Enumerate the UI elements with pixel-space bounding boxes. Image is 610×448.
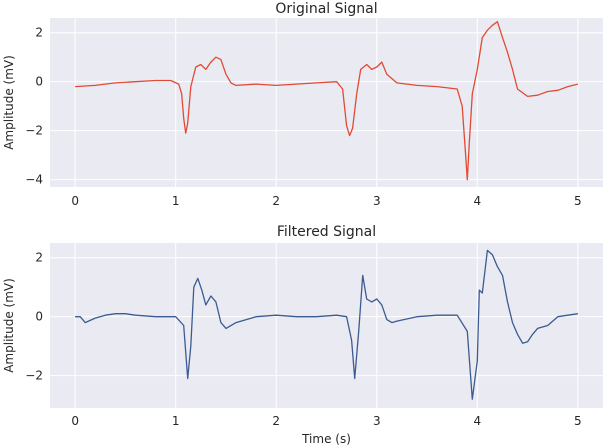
y-axis-label: Amplitude (mV) [2, 278, 16, 373]
y-tick-label: 0 [35, 310, 43, 324]
series-line [75, 249, 578, 400]
y-tick-label: 2 [35, 26, 43, 40]
x-tick-label: 4 [473, 414, 481, 428]
x-tick-label: 5 [574, 194, 582, 208]
y-tick-label: −2 [25, 369, 43, 383]
y-tick-label: 0 [35, 75, 43, 89]
x-tick-label: 2 [272, 194, 280, 208]
x-tick-label: 1 [172, 414, 180, 428]
chart-title: Original Signal [275, 1, 377, 17]
x-tick-label: 3 [373, 414, 381, 428]
y-tick-label: 2 [35, 251, 43, 265]
plot-area [50, 243, 603, 408]
chart-panel-2: Filtered Signal 0 1 2 3 4 5 −2 0 2 Amplitude (mV) T… [2, 224, 603, 446]
chart-title: Filtered Signal [277, 224, 376, 240]
x-tick-label: 5 [574, 414, 582, 428]
x-axis-label: Time (s) [301, 432, 351, 446]
x-tick-label: 2 [272, 414, 280, 428]
x-tick-label: 1 [172, 194, 180, 208]
y-tick-label: −4 [25, 173, 43, 187]
y-axis-label: Amplitude (mV) [2, 55, 16, 150]
y-tick-label: −2 [25, 124, 43, 138]
x-tick-label: 0 [71, 414, 79, 428]
series-line [75, 21, 579, 181]
x-tick-label: 3 [373, 194, 381, 208]
plot-area [50, 18, 603, 187]
chart-panel-1: Original Signal 0 1 2 3 4 5 −4 −2 0 2 Amplitude (mV… [2, 1, 603, 208]
x-tick-label: 0 [71, 194, 79, 208]
x-tick-label: 4 [473, 194, 481, 208]
